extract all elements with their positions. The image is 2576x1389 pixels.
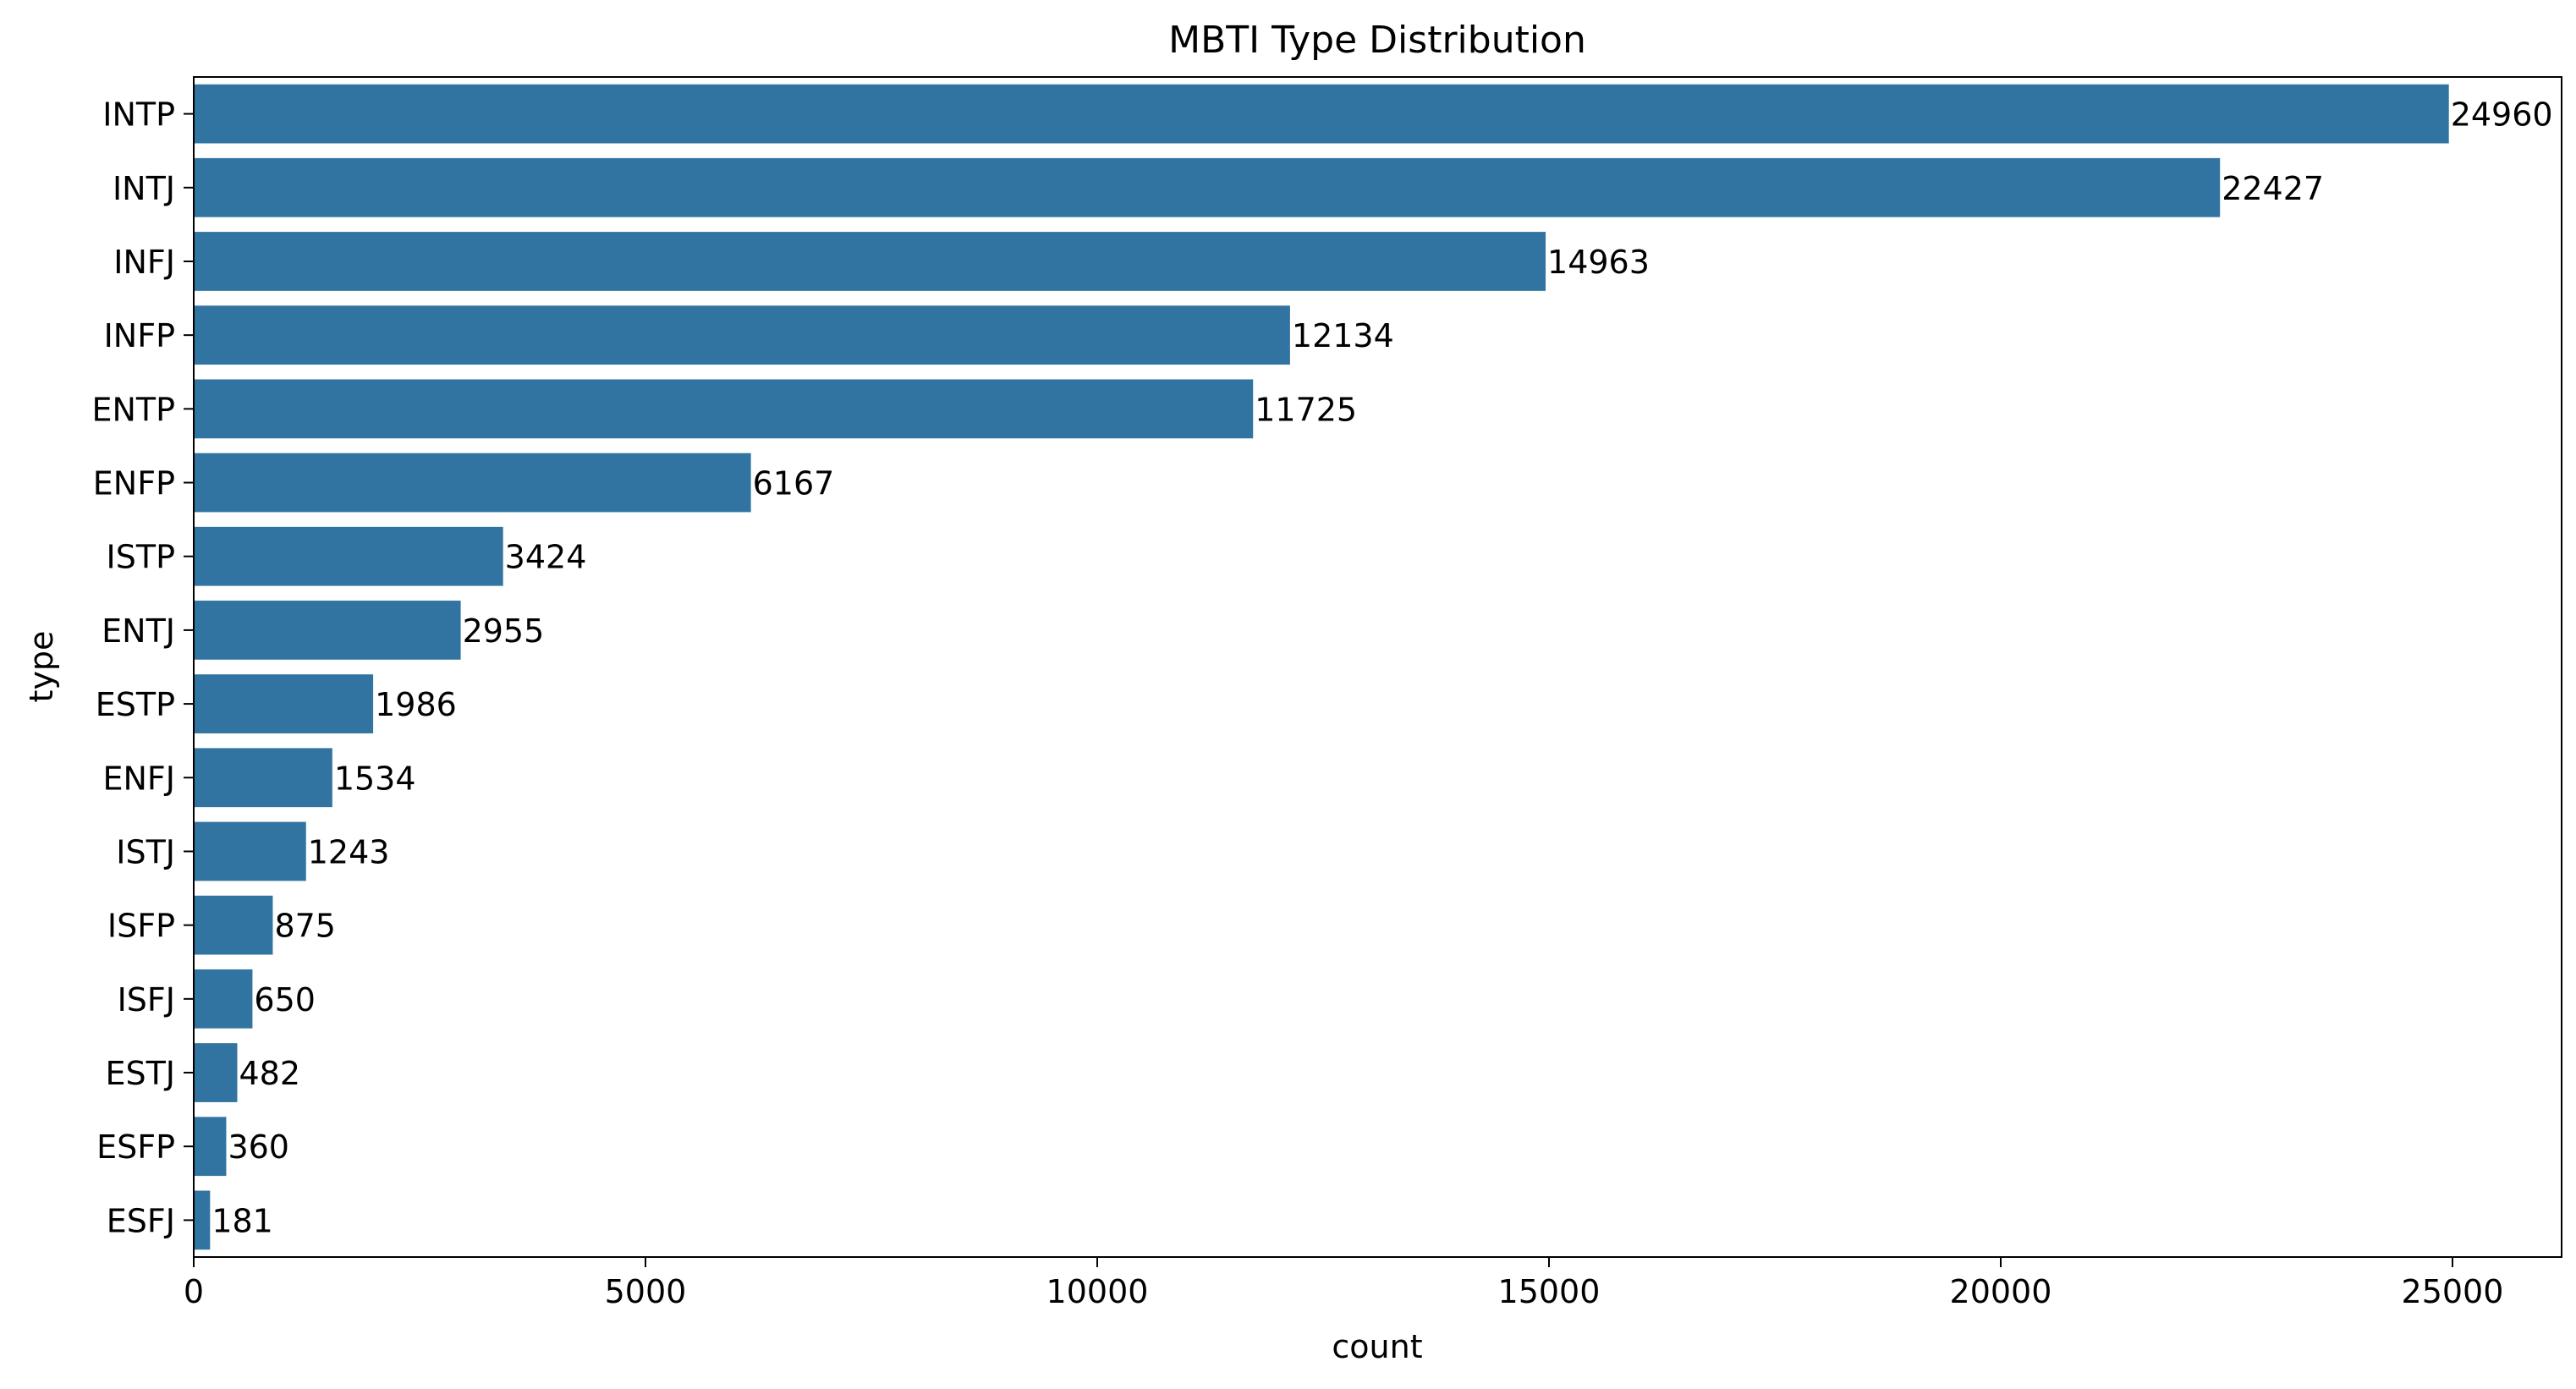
bar-infp [194, 305, 1290, 365]
value-label-esfp: 360 [228, 1128, 289, 1166]
y-tick-label-isfp: ISFP [107, 908, 175, 945]
y-axis: INTP INTJ INFJ INFP ENTP ENFP ISTP ENTJ ESTP ENFJ… [91, 96, 194, 1239]
y-tick-label-isfj: ISFJ [118, 981, 175, 1018]
bar-isfj [194, 969, 253, 1029]
x-axis-label: count [1332, 1328, 1422, 1365]
y-tick-label-estp: ESTP [96, 686, 175, 723]
x-tick-label-10000: 10000 [1046, 1273, 1149, 1310]
bar-esfp [194, 1117, 227, 1177]
y-tick-label-infj: INFJ [113, 244, 175, 281]
value-labels-layer: 24960 22427 14963 12134 11725 6167 3424 2955198… [211, 96, 2552, 1240]
y-tick-label-istj: ISTJ [116, 833, 175, 870]
bar-estp [194, 674, 374, 733]
bar-enfp [194, 453, 751, 513]
y-tick-label-intp: INTP [102, 96, 175, 134]
bar-istp [194, 526, 503, 586]
bar-infj [194, 232, 1546, 291]
bar-intp [194, 84, 2449, 144]
y-tick-label-entj: ENTJ [102, 612, 175, 650]
value-label-entj: 2955 [463, 612, 545, 650]
bar-intj [194, 157, 2221, 217]
chart-title: MBTI Type Distribution [1168, 19, 1586, 62]
bar-estj [194, 1043, 238, 1102]
y-tick-label-enfp: ENFP [93, 465, 175, 502]
y-tick-label-esfj: ESFJ [107, 1202, 175, 1239]
y-tick-label-entp: ENTP [91, 391, 175, 428]
value-label-entp: 11725 [1255, 391, 1357, 428]
value-label-intp: 24960 [2451, 96, 2553, 134]
y-tick-label-infp: INFP [104, 317, 175, 354]
value-label-isfp: 875 [274, 908, 336, 945]
bar-entj [194, 601, 461, 660]
value-label-infp: 12134 [1292, 317, 1394, 354]
value-label-estp: 1986 [375, 686, 457, 723]
value-label-isfj: 650 [254, 981, 316, 1018]
value-label-esfj: 181 [211, 1202, 273, 1239]
value-label-enfj: 1534 [334, 760, 416, 797]
bar-enfj [194, 748, 332, 808]
value-label-istp: 3424 [505, 539, 587, 576]
value-label-intj: 22427 [2222, 170, 2324, 207]
x-tick-label-20000: 20000 [1950, 1273, 2052, 1310]
x-tick-label-15000: 15000 [1498, 1273, 1601, 1310]
y-axis-label: type [23, 631, 60, 703]
y-tick-label-intj: INTJ [113, 170, 175, 207]
value-label-istj: 1243 [308, 833, 390, 870]
plot-frame [193, 76, 2562, 1258]
y-tick-label-esfp: ESFP [96, 1128, 175, 1166]
x-axis: 0 5000 10000 15000 20000 25000 [184, 1257, 2504, 1310]
y-tick-label-istp: ISTP [107, 539, 175, 576]
bar-entp [194, 379, 1254, 439]
bar-esfj [194, 1190, 211, 1250]
bar-isfp [194, 895, 273, 955]
bars-layer [194, 84, 2449, 1250]
y-tick-label-estj: ESTJ [105, 1055, 175, 1092]
value-label-enfp: 6167 [753, 465, 835, 502]
x-tick-label-25000: 25000 [2402, 1273, 2504, 1310]
bar-istj [194, 821, 306, 881]
value-label-estj: 482 [239, 1055, 300, 1092]
value-label-infj: 14963 [1547, 244, 1650, 281]
y-tick-label-enfj: ENFJ [103, 760, 176, 797]
x-tick-label-5000: 5000 [605, 1273, 687, 1310]
x-tick-label-0: 0 [184, 1273, 204, 1310]
